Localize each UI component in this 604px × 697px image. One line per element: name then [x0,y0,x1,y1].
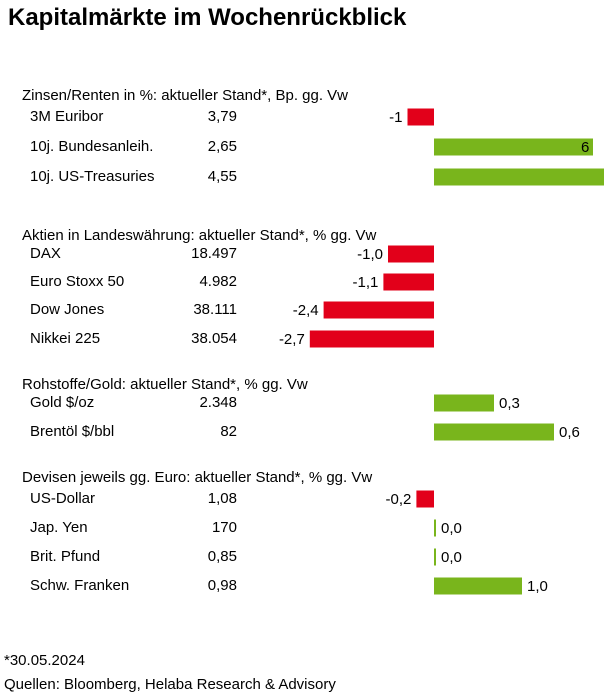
row-label: 10j. Bundesanleih. [30,138,153,155]
bar [434,577,522,595]
row-label: Euro Stoxx 50 [30,273,124,290]
market-chart: Zinsen/Renten in %: aktueller Stand*, Bp… [22,87,604,595]
data-label: -2,7 [279,331,305,348]
level-value: 38.054 [191,330,237,347]
level-value: 82 [220,423,237,440]
bar [434,548,436,566]
section-title: Devisen jeweils gg. Euro: aktueller Stan… [22,469,372,486]
level-value: 1,08 [208,490,237,507]
level-value: 4,55 [208,168,237,185]
level-value: 2,65 [208,138,237,155]
row-label: 3M Euribor [30,108,103,125]
row-label: Gold $/oz [30,394,94,411]
data-label: -0,2 [386,491,412,508]
section-title: Rohstoffe/Gold: aktueller Stand*, % gg. … [22,376,308,393]
bar [434,168,604,186]
bar [407,108,434,126]
row-label: Schw. Franken [30,577,129,594]
bar [434,519,436,537]
row-label: Nikkei 225 [30,330,100,347]
row-label: US-Dollar [30,490,95,507]
level-value: 38.111 [193,301,237,318]
source-note: Quellen: Bloomberg, Helaba Research & Ad… [4,676,336,693]
data-label: -1,1 [353,274,379,291]
data-label: 0,0 [441,549,462,566]
bar [416,490,434,508]
bar [434,394,494,412]
data-label: -1,0 [357,246,383,263]
bar [388,245,434,263]
bar [323,301,434,319]
level-value: 3,79 [208,108,237,125]
bar [383,273,434,291]
data-label: 0,0 [441,520,462,537]
level-value: 170 [212,519,237,536]
bar [434,423,554,441]
row-label: Brit. Pfund [30,548,100,565]
data-label: 6 [581,139,589,156]
row-label: 10j. US-Treasuries [30,168,154,185]
level-value: 0,85 [208,548,237,565]
page-title: Kapitalmärkte im Wochenrückblick [8,4,407,31]
level-value: 0,98 [208,577,237,594]
row-label: DAX [30,245,61,262]
row-label: Dow Jones [30,301,104,318]
section-title: Zinsen/Renten in %: aktueller Stand*, Bp… [22,87,348,104]
footnote: *30.05.2024 [4,652,85,669]
level-value: 18.497 [191,245,237,262]
data-label: -1 [389,109,402,126]
section-title: Aktien in Landeswährung: aktueller Stand… [22,227,377,244]
data-label: 0,6 [559,424,580,441]
level-value: 4.982 [199,273,237,290]
bar [434,138,593,156]
data-label: 0,3 [499,395,520,412]
data-label: -2,4 [293,302,319,319]
row-label: Brentöl $/bbl [30,423,114,440]
row-label: Jap. Yen [30,519,88,536]
data-label: 1,0 [527,578,548,595]
bar [309,330,434,348]
level-value: 2.348 [199,394,237,411]
